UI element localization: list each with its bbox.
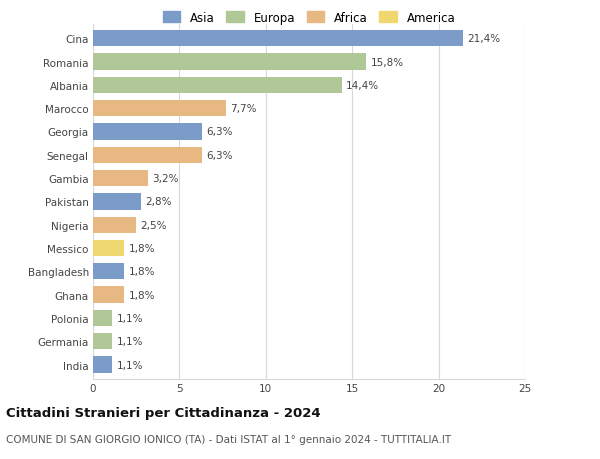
Bar <box>93 124 202 140</box>
Bar <box>93 217 136 233</box>
Text: 3,2%: 3,2% <box>152 174 179 184</box>
Text: 14,4%: 14,4% <box>346 81 379 91</box>
Bar <box>93 333 112 350</box>
Text: 15,8%: 15,8% <box>370 57 403 67</box>
Bar <box>93 171 148 187</box>
Text: 1,1%: 1,1% <box>116 313 143 323</box>
Text: 1,8%: 1,8% <box>128 267 155 277</box>
Legend: Asia, Europa, Africa, America: Asia, Europa, Africa, America <box>163 11 455 25</box>
Text: 1,8%: 1,8% <box>128 243 155 253</box>
Bar <box>93 101 226 117</box>
Bar <box>93 287 124 303</box>
Bar <box>93 241 124 257</box>
Text: Cittadini Stranieri per Cittadinanza - 2024: Cittadini Stranieri per Cittadinanza - 2… <box>6 406 320 419</box>
Bar <box>93 194 142 210</box>
Bar <box>93 78 342 94</box>
Bar <box>93 31 463 47</box>
Bar <box>93 310 112 326</box>
Text: 2,8%: 2,8% <box>146 197 172 207</box>
Text: 1,1%: 1,1% <box>116 360 143 369</box>
Bar <box>93 147 202 163</box>
Text: 6,3%: 6,3% <box>206 151 233 161</box>
Text: 6,3%: 6,3% <box>206 127 233 137</box>
Text: 1,1%: 1,1% <box>116 336 143 347</box>
Bar <box>93 54 366 71</box>
Bar <box>93 263 124 280</box>
Text: 7,7%: 7,7% <box>230 104 257 114</box>
Text: 1,8%: 1,8% <box>128 290 155 300</box>
Text: 21,4%: 21,4% <box>467 34 500 44</box>
Bar <box>93 357 112 373</box>
Text: COMUNE DI SAN GIORGIO IONICO (TA) - Dati ISTAT al 1° gennaio 2024 - TUTTITALIA.I: COMUNE DI SAN GIORGIO IONICO (TA) - Dati… <box>6 434 451 444</box>
Text: 2,5%: 2,5% <box>140 220 167 230</box>
